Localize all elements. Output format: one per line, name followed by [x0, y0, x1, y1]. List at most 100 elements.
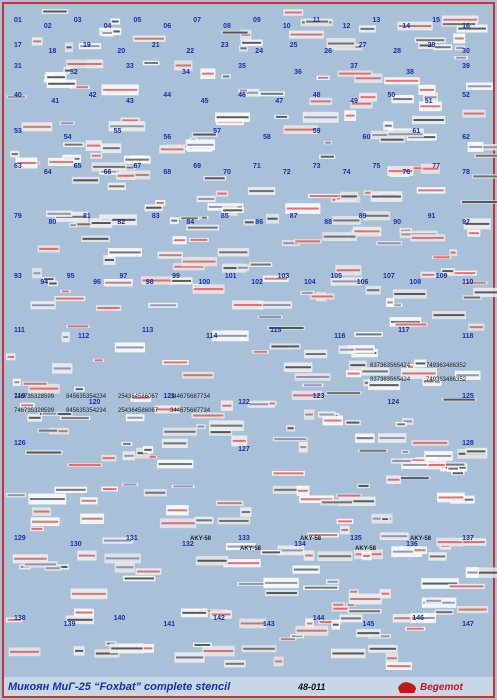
decal-number: 124 — [387, 399, 399, 406]
decal-number: 08 — [223, 23, 231, 30]
decal-print — [296, 629, 327, 632]
decal-print — [283, 242, 299, 245]
decal-print — [372, 195, 401, 198]
decal-print — [238, 582, 265, 585]
decal-print — [67, 62, 102, 65]
decal-print — [326, 392, 361, 395]
serial: 749363486352 — [426, 377, 467, 383]
decal-number: 22 — [186, 48, 194, 55]
decal-number: 20 — [117, 48, 125, 55]
decal-print — [156, 408, 179, 411]
decal-print — [159, 254, 182, 257]
decal-print — [332, 623, 339, 626]
decal-number: 06 — [163, 23, 171, 30]
decal-print — [259, 315, 282, 318]
decal-print — [250, 263, 271, 266]
decal-print — [456, 374, 480, 377]
decal-print — [10, 650, 39, 653]
decal-print — [387, 478, 400, 481]
decal-number: 40 — [14, 92, 22, 99]
decal-print — [442, 23, 476, 26]
decal-number: 123 — [313, 393, 325, 400]
decal-number: 29 — [428, 42, 436, 49]
decal-print — [122, 119, 139, 122]
decal-print — [466, 281, 486, 284]
decal-number: 135 — [350, 535, 362, 542]
decal-number: 146 — [412, 615, 424, 622]
serial: 254364586067 — [118, 394, 159, 400]
decal-number: 69 — [193, 163, 201, 170]
decal-print — [468, 571, 497, 574]
decal-number: 100 — [199, 279, 211, 286]
decal-print — [395, 323, 427, 326]
decal-print — [369, 647, 397, 650]
decal-print — [269, 402, 275, 405]
decal-print — [197, 425, 205, 428]
decal-print — [242, 41, 262, 44]
decal-print — [381, 592, 390, 595]
decal-print — [210, 424, 243, 427]
decal-number: 07 — [193, 17, 201, 24]
decal-number: 75 — [373, 163, 381, 170]
decal-print — [306, 20, 328, 23]
serial: 837363565424 — [370, 363, 411, 369]
decal-number: 52 — [462, 92, 470, 99]
decal-print — [32, 304, 55, 307]
decal-print — [196, 519, 212, 522]
decal-number: 98 — [146, 279, 154, 286]
decal-print — [49, 160, 74, 163]
decal-print — [73, 179, 99, 182]
decal-print — [134, 37, 165, 40]
decal-print — [82, 237, 109, 240]
decal-print — [349, 610, 380, 613]
decal-number: 32 — [70, 69, 78, 76]
decal-print — [310, 100, 331, 103]
decal-print — [422, 582, 458, 585]
decal-print — [337, 494, 361, 497]
decal-print — [475, 154, 497, 157]
title-bar — [4, 677, 493, 696]
decal-number: 10 — [283, 23, 291, 30]
decal-print — [102, 457, 115, 460]
decal-print — [232, 439, 246, 442]
decal-number: 63 — [14, 163, 22, 170]
decal-number: 86 — [255, 219, 263, 226]
decal-number: 33 — [126, 63, 134, 70]
decal-print — [408, 365, 414, 368]
decal-print — [466, 450, 486, 453]
decal-print — [55, 488, 86, 491]
decal-number: 140 — [114, 615, 126, 622]
decal-print — [454, 37, 464, 40]
decal-print — [125, 158, 150, 161]
decal-number: 36 — [294, 69, 302, 76]
decal-print — [217, 502, 242, 505]
decal-print — [468, 232, 479, 235]
decal-print — [319, 413, 335, 416]
decal-print — [222, 31, 248, 34]
decal-print — [91, 154, 101, 157]
decal-print — [406, 627, 424, 630]
decal-number: 125 — [462, 393, 474, 400]
decal-print — [149, 304, 177, 307]
decal-print — [303, 384, 322, 387]
decal-number: 72 — [283, 169, 291, 176]
decal-print — [7, 618, 22, 621]
decal-print — [305, 413, 313, 416]
decal-number: 73 — [313, 163, 321, 170]
decal-print — [217, 192, 227, 195]
decal-print — [91, 222, 111, 225]
decal-print — [48, 82, 75, 85]
decal-print — [116, 566, 134, 569]
decal-print — [241, 511, 250, 514]
decal-print — [104, 258, 115, 261]
decal-print — [418, 189, 444, 192]
decal-number: 90 — [393, 219, 401, 226]
decal-number: 70 — [223, 169, 231, 176]
decal-number: 104 — [304, 279, 316, 286]
decal-print — [144, 448, 152, 451]
decal-print — [319, 621, 341, 624]
decal-print — [275, 115, 288, 118]
decal-print — [222, 75, 230, 78]
decal-number: 53 — [14, 128, 22, 135]
